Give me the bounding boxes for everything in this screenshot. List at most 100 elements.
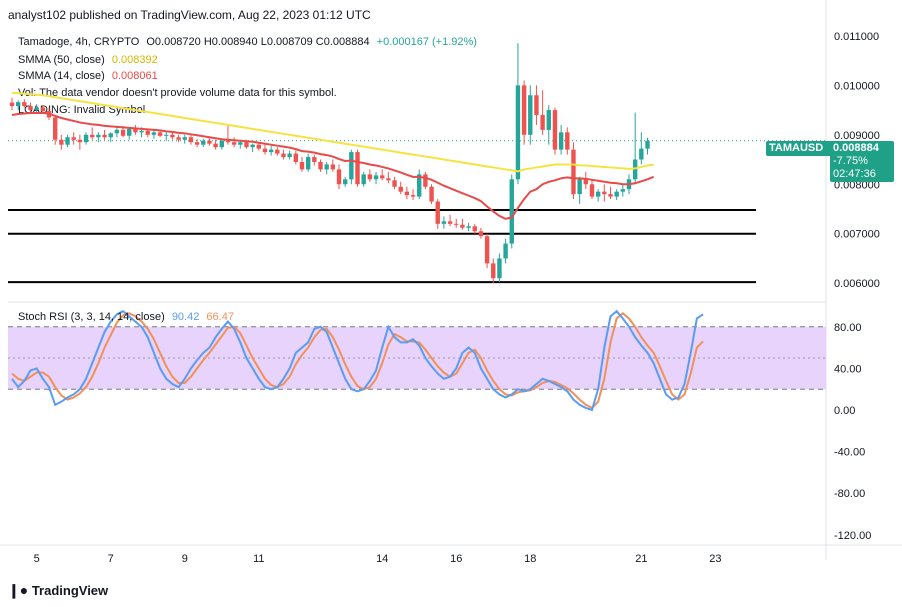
candle-body xyxy=(521,85,527,135)
candle-body xyxy=(565,132,570,150)
candle-body xyxy=(534,95,539,116)
price-tag-price: 0.008884 xyxy=(833,142,879,154)
candle-body xyxy=(305,157,311,170)
stoch-tick-label: -40.00 xyxy=(834,447,865,459)
candle-body xyxy=(207,140,212,144)
x-tick-label: 23 xyxy=(709,553,721,565)
price-tick-label: 0.009000 xyxy=(834,130,880,142)
smma50-label: SMMA (50, close) xyxy=(18,54,105,66)
candle-body xyxy=(102,134,107,138)
candle-body xyxy=(398,186,403,192)
candle-body xyxy=(417,174,422,197)
smma14-value: 0.008061 xyxy=(111,70,158,82)
stoch-k-line xyxy=(11,309,704,412)
candle-body xyxy=(318,162,323,170)
stoch-label: Stoch RSI (3, 3, 14, 14, close) xyxy=(18,311,165,323)
candle-body xyxy=(71,137,76,140)
candle-body xyxy=(164,134,169,136)
candle-body xyxy=(478,231,484,237)
candle-body xyxy=(182,137,187,140)
candle-body xyxy=(454,223,459,225)
candle-body xyxy=(194,142,200,145)
candle-body xyxy=(145,130,150,135)
smma50-line xyxy=(11,91,654,173)
candle-body xyxy=(552,110,558,150)
stoch-d-value: 66.47 xyxy=(206,311,234,323)
price-panel: 0.011000 0.010000 0.009000 0.008000 0.007000… xyxy=(8,0,880,560)
candle-body xyxy=(404,191,410,196)
price-tag-symbol: TAMAUSD xyxy=(769,142,824,154)
candle-body xyxy=(608,194,613,197)
candle-body xyxy=(515,85,521,180)
candle-body xyxy=(367,174,373,180)
price-tag-countdown: 02:47:36 xyxy=(833,168,876,180)
candle-body xyxy=(201,140,206,145)
symbol-name: Tamadoge, 4h, CRYPTO xyxy=(18,36,140,48)
candle-body xyxy=(262,148,268,153)
price-tick-label: 0.010000 xyxy=(834,80,880,92)
candle-body xyxy=(355,152,360,185)
candle-body xyxy=(120,129,126,136)
candle-body xyxy=(447,221,453,224)
candle-body xyxy=(231,142,237,145)
stoch-tick-label: 80.00 xyxy=(834,322,862,334)
candle-body xyxy=(460,224,465,228)
candle-body xyxy=(392,180,397,187)
stoch-tick-label: 0.00 xyxy=(834,405,855,417)
candle-body xyxy=(528,95,533,135)
candle-body xyxy=(484,236,490,264)
price-tick-label: 0.006000 xyxy=(834,278,880,290)
candle-body xyxy=(497,258,502,279)
candle-body xyxy=(472,226,477,232)
candle-body xyxy=(28,106,33,111)
candle-body xyxy=(219,140,224,148)
candle-body xyxy=(429,186,434,202)
candle-body xyxy=(639,148,644,160)
candle-body xyxy=(213,143,218,148)
candle-body xyxy=(330,164,336,170)
candle-body xyxy=(491,263,496,279)
price-tick-label: 0.008000 xyxy=(834,179,880,191)
price-tag-values: 0.008884 -7.75% 02:47:36 xyxy=(830,141,894,182)
symbol-legend: Tamadoge, 4h, CRYPTO O0.008720 H0.008940… xyxy=(18,36,477,48)
candle-body xyxy=(620,189,626,192)
tradingview-logo[interactable]: ❙● TradingView xyxy=(8,582,108,599)
stoch-legend: Stoch RSI (3, 3, 14, 14, close) 90.42 66… xyxy=(18,311,234,323)
candle-body xyxy=(589,184,595,197)
x-tick-label: 5 xyxy=(34,553,40,565)
candle-body xyxy=(127,128,132,136)
price-tag: TAMAUSD xyxy=(766,141,832,156)
candle-body xyxy=(324,164,329,170)
candle-body xyxy=(503,243,508,259)
candle-body xyxy=(645,140,650,149)
candle-body xyxy=(386,178,391,181)
stoch-tick-label: 40.00 xyxy=(834,363,862,375)
candle-body xyxy=(176,137,181,140)
x-tick-label: 18 xyxy=(524,553,536,565)
candle-body xyxy=(133,128,138,133)
price-tick-label: 0.011000 xyxy=(834,31,879,43)
candle-body xyxy=(299,162,305,170)
candle-body xyxy=(281,153,286,158)
stoch-panel: 80.00 40.00 0.00 -40.00 -80.00 -120.00 xyxy=(8,309,871,542)
candle-body xyxy=(509,179,514,244)
candle-body xyxy=(34,107,39,111)
candle-body xyxy=(52,117,58,140)
candle-body xyxy=(602,191,607,195)
candle-body xyxy=(40,107,46,112)
candle-body xyxy=(157,132,163,136)
candle-body xyxy=(441,221,447,224)
smma14-line xyxy=(11,112,655,220)
price-change: +0.000167 (+1.92%) xyxy=(376,36,477,48)
candle-body xyxy=(151,132,157,135)
price-tick-label: 0.007000 xyxy=(834,229,880,241)
candle-body xyxy=(410,195,416,197)
publisher-line: analyst102 published on TradingView.com,… xyxy=(8,8,371,22)
ohlc-values: O0.008720 H0.008940 L0.008709 C0.008884 xyxy=(146,36,370,48)
candle-body xyxy=(268,149,274,153)
stoch-tick-label: -80.00 xyxy=(834,488,865,500)
candle-body xyxy=(342,179,348,185)
candle-body xyxy=(250,144,255,148)
x-axis: 5 7 9 11 14 16 18 21 23 xyxy=(0,544,902,565)
